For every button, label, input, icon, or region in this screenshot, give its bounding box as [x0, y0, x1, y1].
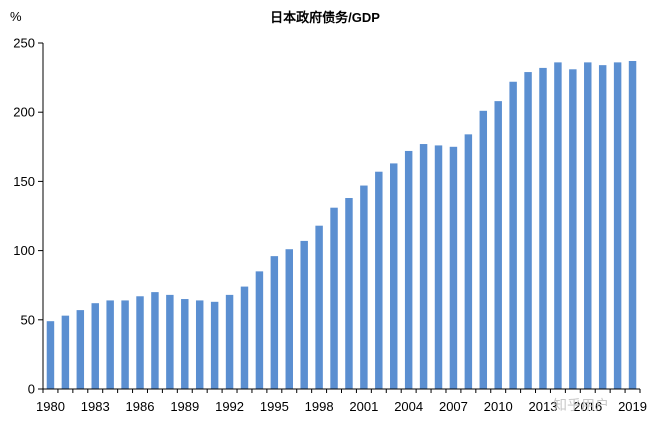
- x-tick-label: 2007: [439, 399, 468, 414]
- bar-2015: [569, 69, 577, 390]
- y-axis-ticks: 0 50 100 150 200 250: [13, 36, 43, 397]
- x-tick-label: 2019: [618, 399, 647, 414]
- bar-1989: [181, 299, 189, 389]
- bar-1983: [91, 303, 99, 389]
- x-axis-ticks: 1980 1983 1986 1989 1992 1995 1998 2001 2004 2007…: [36, 389, 647, 414]
- chart-title: 日本政府债务/GDP: [270, 10, 380, 25]
- x-tick-label: 2004: [394, 399, 423, 414]
- x-tick-label: 1980: [36, 399, 65, 414]
- bar-2012: [524, 72, 532, 390]
- y-tick-label: 100: [13, 243, 35, 258]
- bar-2019: [628, 60, 637, 389]
- bar-2018: [613, 62, 622, 389]
- bar-1981: [61, 315, 70, 389]
- bar-1988: [166, 294, 174, 389]
- y-tick-label: 250: [13, 36, 35, 51]
- bar-1986: [136, 296, 144, 389]
- y-tick-label: 50: [21, 312, 35, 327]
- bars: [46, 60, 637, 390]
- bar-1994: [255, 271, 264, 389]
- bar-1990: [195, 300, 204, 389]
- bar-2016: [584, 62, 592, 389]
- x-tick-label: 2013: [529, 399, 558, 414]
- bar-2017: [598, 65, 607, 390]
- x-tick-label: 1983: [81, 399, 110, 414]
- bar-1982: [76, 310, 85, 389]
- bar-1995: [270, 256, 279, 389]
- bar-2007: [449, 146, 458, 389]
- x-tick-label: 2001: [349, 399, 378, 414]
- bar-1996: [285, 249, 293, 389]
- bar-2011: [509, 81, 517, 389]
- bar-1998: [315, 225, 323, 389]
- x-tick-label: 1995: [260, 399, 289, 414]
- bar-1980: [46, 321, 55, 389]
- y-axis-unit: %: [10, 9, 22, 24]
- bar-1997: [300, 240, 308, 389]
- bar-1999: [330, 207, 338, 389]
- bar-1984: [106, 300, 114, 389]
- y-tick-label: 150: [13, 174, 35, 189]
- bar-2001: [360, 185, 368, 389]
- bar-1985: [121, 300, 129, 389]
- bar-2005: [419, 144, 428, 389]
- bar-2004: [404, 150, 413, 389]
- x-tick-label: 1998: [305, 399, 334, 414]
- bar-2000: [345, 198, 353, 389]
- bar-2002: [375, 171, 383, 389]
- bar-1991: [210, 301, 219, 389]
- bar-2010: [494, 101, 502, 390]
- x-tick-label: 1992: [215, 399, 244, 414]
- bar-2008: [464, 134, 473, 389]
- y-tick-label: 200: [13, 105, 35, 120]
- bar-2003: [390, 163, 398, 389]
- bar-2014: [554, 62, 562, 389]
- y-tick-label: 0: [28, 382, 35, 397]
- bar-1992: [225, 294, 234, 389]
- watermark: 知乎用户: [553, 397, 609, 413]
- bar-2009: [479, 110, 488, 389]
- x-tick-label: 2010: [484, 399, 513, 414]
- x-tick-label: 2016: [573, 399, 602, 414]
- bar-2006: [434, 145, 443, 389]
- bar-2013: [539, 67, 547, 390]
- x-tick-label: 1986: [126, 399, 155, 414]
- bar-1987: [151, 292, 159, 389]
- bar-1993: [240, 286, 249, 389]
- x-tick-label: 1989: [170, 399, 199, 414]
